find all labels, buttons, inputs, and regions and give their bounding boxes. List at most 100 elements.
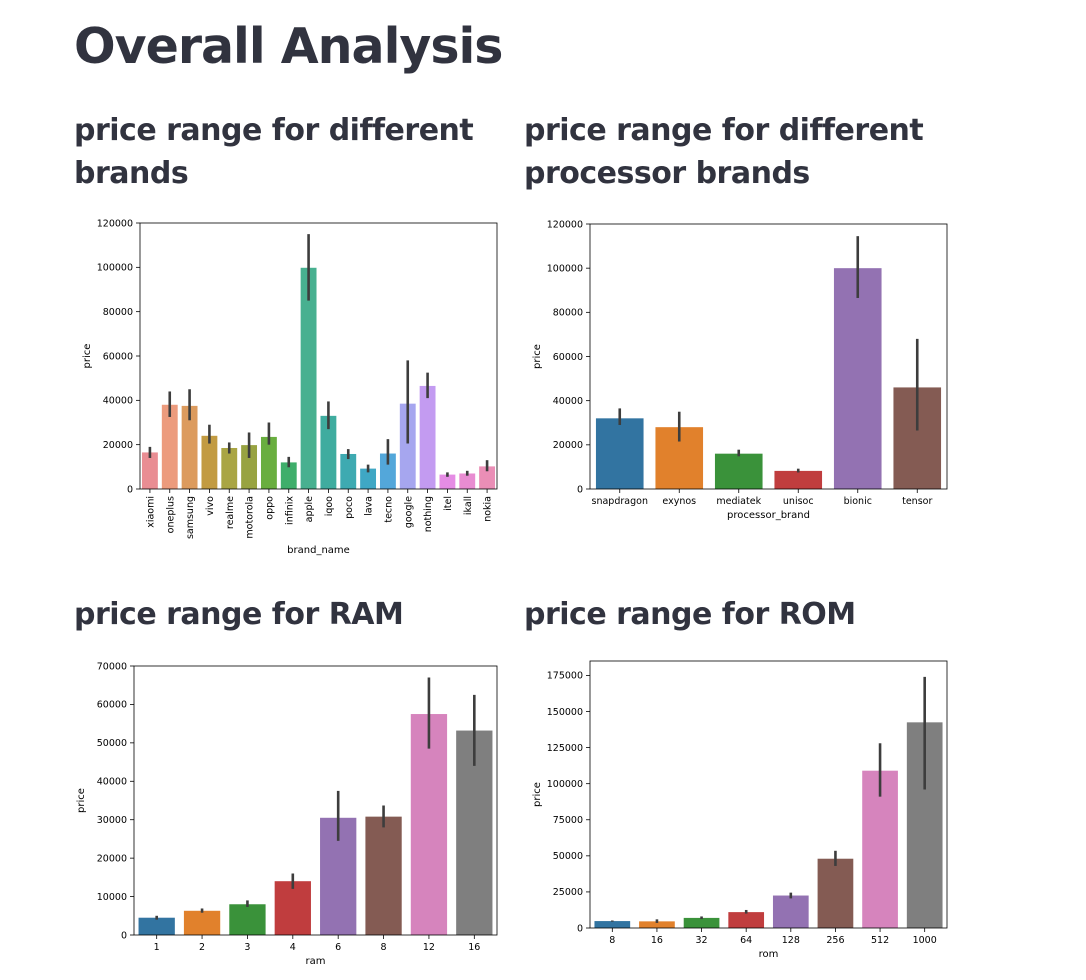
- ram-xtick-label: 4: [290, 942, 296, 953]
- brands-bar-motorola: [241, 445, 258, 489]
- ram-bar-2: [183, 910, 221, 935]
- rom-ytick-label: 0: [577, 923, 583, 934]
- ram-xtick-label: 16: [468, 942, 480, 953]
- processor-ytick-label: 40000: [553, 396, 583, 407]
- processor-bar-mediatek: [714, 453, 763, 489]
- brands-bar-apple: [300, 267, 317, 489]
- brands-xtick-label: nokia: [483, 496, 494, 522]
- rom-plot-frame: [589, 660, 948, 929]
- processor-xtick-label: snapdragon: [592, 496, 648, 507]
- rom-xtick-label: 16: [651, 935, 663, 946]
- rom-x-axis-label: rom: [759, 949, 779, 960]
- rom-bar-32: [683, 917, 720, 928]
- processor-ytick-label: 0: [577, 484, 583, 495]
- brands-plot-frame: [139, 222, 498, 490]
- brands-ytick-label: 60000: [103, 351, 133, 362]
- brands-xtick-label: oppo: [264, 496, 275, 520]
- ram-x-axis-label: ram: [306, 956, 326, 967]
- brands-xtick-label: ikall: [463, 496, 474, 515]
- rom-bar-512: [862, 770, 898, 928]
- processor-y-axis-label: price: [532, 344, 543, 369]
- rom-y-axis-label: price: [532, 782, 543, 807]
- ram-ytick-label: 50000: [97, 738, 127, 749]
- ram-xtick-label: 3: [244, 942, 250, 953]
- brands-xtick-label: apple: [304, 496, 315, 523]
- rom-xtick-label: 64: [740, 935, 752, 946]
- processor-xtick-label: tensor: [902, 496, 932, 507]
- brands-xtick-label: oneplus: [165, 496, 176, 533]
- brands-xtick-label: xiaomi: [145, 496, 156, 528]
- rom-xtick-label: 128: [782, 935, 800, 946]
- brands-ytick-label: 20000: [103, 440, 133, 451]
- brands-bar-itel: [439, 474, 456, 489]
- brands-xtick-label: google: [403, 496, 414, 528]
- processor-xtick-label: unisoc: [783, 496, 814, 507]
- processor-chart-title: price range for different processor bran…: [524, 113, 924, 191]
- brands-ytick-label: 0: [127, 484, 133, 495]
- ram-chart-title: price range for RAM: [74, 597, 404, 632]
- rom-ytick-label: 175000: [547, 671, 583, 682]
- brands-bar-infinix: [280, 462, 297, 489]
- ram-plot-frame: [133, 665, 498, 936]
- rom-xtick-label: 512: [871, 935, 889, 946]
- processor-ytick-label: 20000: [553, 440, 583, 451]
- rom-xtick-label: 8: [609, 935, 615, 946]
- brands-y-axis-label: price: [82, 344, 93, 369]
- brands-xtick-label: poco: [344, 496, 355, 519]
- ram-xtick-label: 6: [335, 942, 341, 953]
- ram-ytick-label: 30000: [97, 815, 127, 826]
- brands-bar-oneplus: [161, 404, 178, 489]
- rom-ytick-label: 25000: [553, 887, 583, 898]
- ram-ytick-label: 20000: [97, 853, 127, 864]
- brands-bar-tecno: [379, 453, 396, 489]
- brands-bar-nokia: [479, 466, 496, 489]
- brands-xtick-label: itel: [443, 496, 454, 511]
- ram-xtick-label: 1: [154, 942, 160, 953]
- processor-xtick-label: bionic: [844, 496, 872, 507]
- brands-ytick-label: 120000: [97, 218, 133, 229]
- brands-xtick-label: vivo: [205, 496, 216, 516]
- processor-ytick-label: 60000: [553, 352, 583, 363]
- ram-bar-3: [229, 904, 266, 935]
- brands-xtick-label: tecno: [383, 496, 394, 523]
- rom-ytick-label: 50000: [553, 851, 583, 862]
- processor-bar-unisoc: [774, 470, 823, 489]
- ram-bar-8: [365, 816, 402, 935]
- rom-xtick-label: 32: [696, 935, 708, 946]
- brands-xtick-label: realme: [225, 496, 236, 529]
- processor-xtick-label: exynos: [662, 496, 696, 507]
- rom-bar-8: [594, 921, 631, 928]
- rom-bar-128: [772, 895, 809, 928]
- ram-ytick-label: 40000: [97, 777, 127, 788]
- ram-bar-1: [138, 917, 175, 935]
- rom-ytick-label: 75000: [553, 815, 583, 826]
- rom-xtick-label: 256: [826, 935, 844, 946]
- rom-ytick-label: 150000: [547, 707, 583, 718]
- rom-bar-256: [817, 858, 854, 928]
- brands-xtick-label: motorola: [245, 496, 256, 539]
- brands-bar-oppo: [260, 436, 277, 489]
- ram-xtick-label: 2: [199, 942, 205, 953]
- ram-ytick-label: 0: [121, 930, 127, 941]
- brands-xtick-label: samsung: [185, 496, 196, 539]
- brands-bar-nothing: [419, 385, 436, 489]
- brands-bar-google: [399, 403, 416, 489]
- ram-ytick-label: 60000: [97, 700, 127, 711]
- brands-bar-realme: [221, 447, 238, 489]
- processor-bar-snapdragon: [595, 418, 644, 489]
- rom-ytick-label: 125000: [547, 743, 583, 754]
- processor-xtick-label: mediatek: [716, 496, 761, 507]
- ram-y-axis-label: price: [76, 788, 87, 813]
- ram-bar-12: [410, 714, 448, 935]
- brands-xtick-label: nothing: [423, 496, 434, 532]
- brands-bar-iqoo: [320, 415, 337, 489]
- rom-bar-16: [639, 921, 675, 928]
- rom-chart-title: price range for ROM: [524, 597, 856, 632]
- processor-ytick-label: 100000: [547, 263, 583, 274]
- brands-bar-vivo: [201, 435, 218, 489]
- ram-bar-4: [274, 881, 311, 935]
- brands-ytick-label: 80000: [103, 307, 133, 318]
- processor-plot-frame: [589, 223, 948, 490]
- processor-ytick-label: 80000: [553, 308, 583, 319]
- brands-bar-lava: [360, 468, 377, 489]
